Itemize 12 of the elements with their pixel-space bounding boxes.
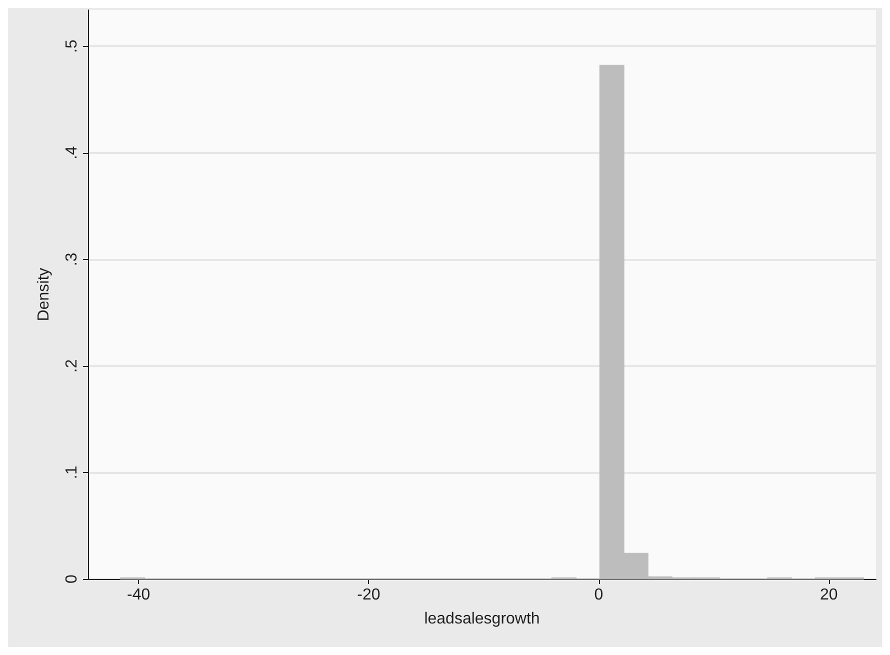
y-tick-label: .1 bbox=[64, 466, 80, 480]
y-axis-title: Density bbox=[36, 268, 52, 322]
y-tick-label: .4 bbox=[64, 146, 80, 160]
y-tick-label: .2 bbox=[64, 359, 80, 373]
y-tick-label: .5 bbox=[64, 39, 80, 53]
x-axis-title: leadsalesgrowth bbox=[424, 610, 540, 628]
x-tick-label: 20 bbox=[820, 586, 838, 604]
x-tick-label: -40 bbox=[127, 586, 150, 604]
y-tick-label: 0 bbox=[64, 574, 80, 584]
y-tick-label: .3 bbox=[64, 252, 80, 266]
x-tick-label: -20 bbox=[357, 586, 380, 604]
x-tick-label: 0 bbox=[594, 586, 604, 604]
